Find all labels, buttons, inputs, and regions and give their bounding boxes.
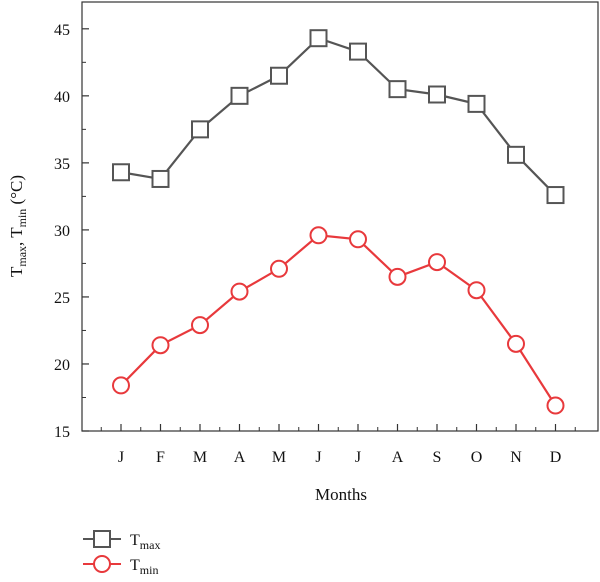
data-point-tmin bbox=[151, 336, 170, 355]
x-axis-title: Months bbox=[315, 485, 367, 504]
y-tick-label: 15 bbox=[54, 424, 70, 441]
y-tick-label: 20 bbox=[54, 357, 70, 374]
legend-marker-circle bbox=[93, 555, 111, 573]
legend-marker-square bbox=[93, 530, 111, 548]
data-point-tmin bbox=[428, 253, 446, 272]
data-point-tmax bbox=[546, 186, 565, 205]
data-point-tmax bbox=[230, 86, 249, 105]
y-tick-label: 25 bbox=[54, 290, 70, 307]
series-line-tmax bbox=[120, 36, 557, 196]
y-axis-title: Tmax, Tmin (°C) bbox=[7, 175, 29, 277]
x-tick-label: J bbox=[118, 449, 124, 466]
legend-label-tmin: Tmin bbox=[130, 557, 158, 577]
data-point-tmax bbox=[507, 145, 525, 164]
y-title-part-3: (°C) bbox=[7, 175, 26, 209]
data-point-tmin bbox=[467, 281, 486, 300]
data-point-tmax bbox=[467, 94, 486, 113]
series-layer bbox=[112, 29, 565, 415]
series-tmax bbox=[112, 29, 565, 205]
data-point-tmax bbox=[428, 85, 446, 104]
plot-frame bbox=[81, 1, 599, 432]
x-tick-label: A bbox=[392, 449, 404, 466]
x-tick-label: A bbox=[234, 449, 246, 466]
x-tick-label: F bbox=[156, 449, 165, 466]
data-point-tmax bbox=[112, 163, 130, 182]
x-tick-label: J bbox=[355, 449, 361, 466]
x-tick-label: S bbox=[433, 449, 442, 466]
x-tick-label: D bbox=[550, 449, 562, 466]
data-point-tmax bbox=[309, 29, 328, 48]
y-title-sub-2: min bbox=[15, 209, 29, 228]
legend-item-tmin: Tmin bbox=[83, 555, 158, 577]
data-point-tmax bbox=[270, 66, 288, 85]
x-tick-label: N bbox=[510, 449, 522, 466]
data-point-tmin bbox=[309, 226, 328, 245]
x-tick-label: O bbox=[471, 449, 483, 466]
data-point-tmin bbox=[546, 396, 565, 415]
data-point-tmax bbox=[349, 42, 367, 61]
plot-border bbox=[81, 1, 599, 432]
x-tick-label: J bbox=[315, 449, 321, 466]
y-tick-label: 30 bbox=[54, 223, 70, 240]
series-line-tmin bbox=[120, 234, 557, 407]
series-tmin bbox=[112, 226, 565, 415]
y-title-part-1: T bbox=[7, 266, 26, 277]
data-point-tmin bbox=[270, 259, 288, 278]
data-point-tmin bbox=[112, 376, 130, 395]
y-title-sub-1: max bbox=[15, 246, 29, 267]
data-point-tmax bbox=[191, 120, 209, 139]
data-point-tmin bbox=[388, 267, 407, 286]
y-title-part-2: , T bbox=[7, 227, 26, 246]
legend-label-tmax: Tmax bbox=[130, 532, 160, 552]
y-axis-ticks: 15 20 25 30 35 40 45 bbox=[54, 22, 89, 441]
data-point-tmin bbox=[230, 282, 249, 301]
y-tick-label: 45 bbox=[54, 22, 70, 39]
x-tick-label: M bbox=[193, 449, 207, 466]
data-point-tmin bbox=[349, 230, 367, 249]
data-point-tmin bbox=[191, 316, 209, 335]
data-point-tmax bbox=[151, 169, 170, 188]
legend-item-tmax: Tmax bbox=[83, 530, 160, 552]
y-tick-label: 35 bbox=[54, 156, 70, 173]
y-tick-label: 40 bbox=[54, 89, 70, 106]
data-point-tmax bbox=[388, 80, 407, 99]
data-point-tmin bbox=[507, 334, 525, 353]
legend: Tmax Tmin bbox=[83, 530, 160, 577]
x-tick-label: M bbox=[272, 449, 286, 466]
